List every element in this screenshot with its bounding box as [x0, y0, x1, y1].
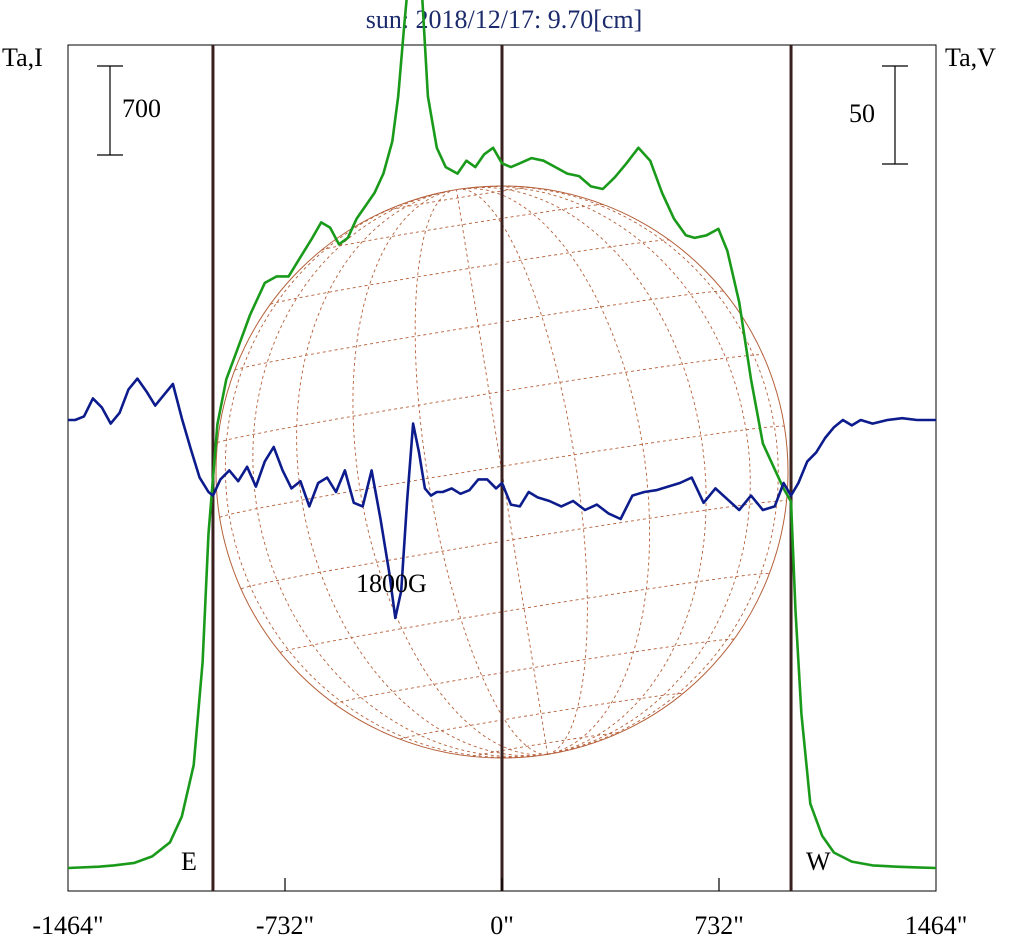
grid-meridian: [296, 191, 548, 757]
limb-lines: [211, 45, 793, 891]
grid-parallel: [217, 354, 764, 444]
grid-meridian: [466, 187, 707, 755]
grid-meridian: [469, 186, 751, 755]
series-group: [67, 0, 937, 870]
grid-parallel: [270, 239, 670, 305]
right-axis-label: Ta,V: [945, 43, 996, 72]
grid-parallel: [472, 732, 620, 757]
scale-bar-left-label: 700: [122, 94, 161, 123]
grid-meridian: [352, 190, 548, 756]
annotation-label: 1800G: [356, 569, 427, 598]
scale-bar-right: 50: [849, 65, 908, 165]
polarization-line: [68, 377, 936, 620]
grid-parallel: [399, 693, 683, 740]
grid-meridian: [252, 191, 548, 758]
chart-title: sun: 2018/12/17: 9.70[cm]: [366, 5, 643, 34]
grid-parallel: [279, 572, 770, 653]
grid-meridian: [414, 189, 548, 755]
x-tick-label: -732": [256, 911, 314, 940]
grid-parallel: [234, 290, 724, 371]
grid-meridian: [463, 187, 651, 755]
west-limb-label: W: [806, 847, 831, 876]
intensity-line: [67, 0, 937, 870]
x-tick-label: 732": [694, 911, 744, 940]
x-tick-label: 1464": [905, 911, 968, 940]
x-tick-label: 0": [490, 911, 514, 940]
x-axis: -1464" -732" 0" 732" 1464": [32, 878, 967, 940]
scale-bar-right-label: 50: [849, 99, 875, 128]
east-limb-label: E: [181, 847, 197, 876]
x-tick-label: -1464": [32, 911, 103, 940]
scale-bar-left: 700: [97, 65, 161, 156]
left-axis-label: Ta,I: [2, 43, 43, 72]
grid-meridian: [224, 191, 548, 758]
grid-parallel: [384, 186, 532, 212]
grid-meridian: [470, 185, 779, 755]
grid-parallel: [321, 204, 604, 251]
